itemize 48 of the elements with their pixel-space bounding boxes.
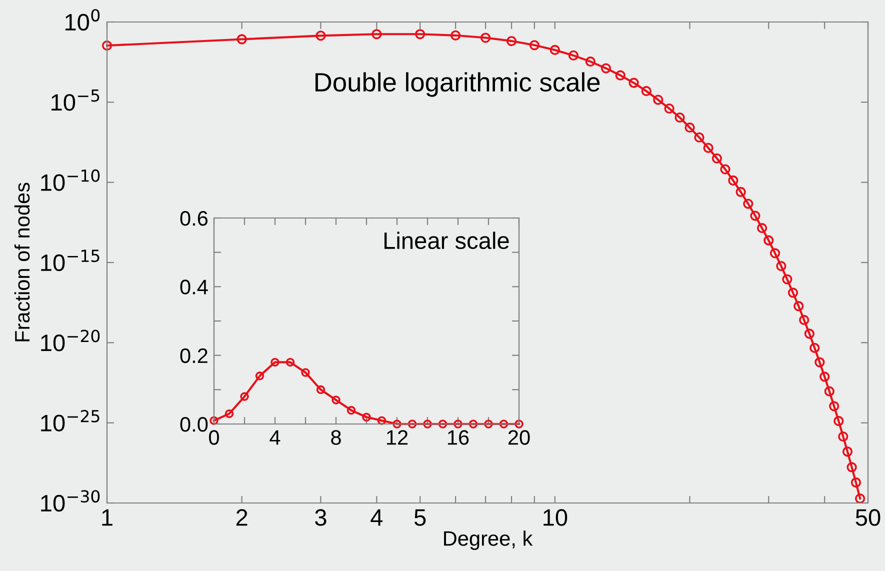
x-tick-label: 0 (209, 430, 219, 445)
x-tick-label: 4 (270, 430, 280, 445)
point (468, 420, 478, 428)
point (454, 420, 462, 428)
point (316, 385, 326, 394)
annotation: Linear scale (384, 232, 509, 250)
y-tick-label: 0.2 (180, 348, 208, 364)
point (392, 420, 402, 428)
point (332, 396, 340, 404)
x-axis-title: Degree, k (444, 530, 533, 550)
point (499, 420, 508, 428)
x-tick-label: 2 (236, 509, 248, 526)
y-tick-label: 0.0 (180, 417, 208, 432)
x-tick-label: 20 (508, 430, 530, 445)
point (408, 420, 417, 428)
point (270, 358, 280, 367)
x-tick-label: 50 (856, 509, 880, 526)
point (423, 420, 432, 428)
point (438, 420, 448, 428)
y-tick-label: 0.4 (180, 280, 208, 294)
point (286, 358, 295, 367)
x-tick-label: 8 (331, 430, 341, 445)
y-axis-title: Fraction of nodes (14, 182, 30, 342)
point (346, 406, 356, 415)
x-tick-label: 3 (315, 509, 326, 526)
point (240, 392, 249, 401)
y-tick-label: 10$^{−25}$ (41, 410, 100, 432)
y-tick-label: 10$^{0}$ (65, 9, 100, 31)
x-tick-label: 10 (544, 509, 568, 526)
x-tick-label: 16 (448, 430, 469, 445)
x-tick-label: 4 (370, 509, 383, 526)
y-tick-label: 10$^{−15}$ (41, 250, 100, 272)
y-tick-label: 0.6 (180, 211, 208, 226)
y-tick-label: 10$^{−10}$ (41, 169, 100, 191)
point (301, 368, 310, 377)
point (377, 416, 386, 425)
x-tick-label: 12 (387, 430, 408, 445)
y-tick-label: 10$^{−5}$ (52, 89, 100, 111)
y-tick-label: 10$^{−20}$ (41, 330, 100, 352)
annotation: Double logarithmic scale (315, 72, 600, 97)
x-tick-label: 1 (102, 509, 112, 526)
point (255, 372, 264, 380)
point (514, 420, 524, 428)
point (224, 409, 234, 418)
point (484, 420, 493, 428)
y-tick-label: 10$^{−30}$ (41, 490, 100, 512)
point (362, 412, 371, 422)
x-tick-label: 5 (414, 509, 426, 526)
